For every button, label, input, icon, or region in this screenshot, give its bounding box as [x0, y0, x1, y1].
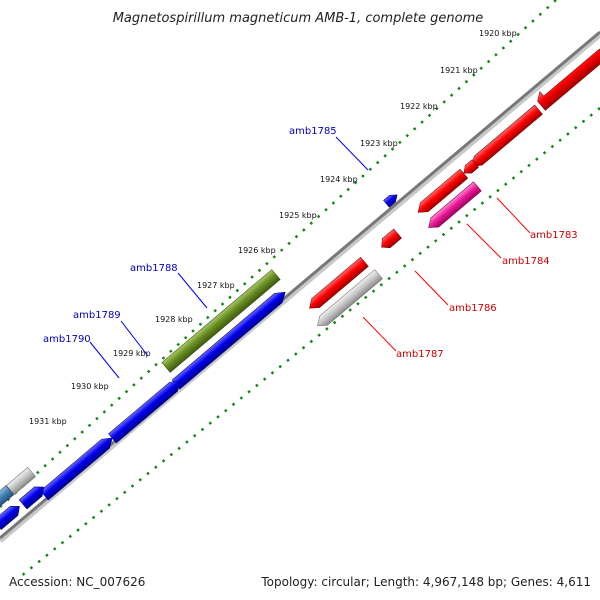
kbp-label: 1925 kbp — [279, 211, 317, 220]
kbp-label: 1926 kbp — [238, 246, 276, 255]
reverse-strand-genes — [306, 44, 600, 331]
gene-label-amb1784[interactable]: amb1784 — [502, 256, 550, 267]
callout-line — [120, 320, 149, 357]
gene-amb1788[interactable] — [161, 269, 281, 373]
callout-line — [177, 272, 208, 309]
callout-line — [414, 270, 449, 306]
gene-label-amb1788[interactable]: amb1788 — [130, 263, 178, 274]
callout-line — [362, 316, 397, 352]
gene-amb1785[interactable] — [383, 191, 401, 208]
kbp-label: 1922 kbp — [400, 102, 438, 111]
gene-forward-segment[interactable] — [6, 467, 36, 495]
gene-amb1787[interactable] — [314, 269, 383, 331]
gene-label-amb1785[interactable]: amb1785 — [289, 126, 337, 137]
kbp-label: 1927 kbp — [197, 281, 235, 290]
kbp-label: 1929 kbp — [113, 349, 151, 358]
gene-reverse-segment[interactable] — [414, 168, 469, 217]
kbp-label: 1921 kbp — [440, 66, 478, 75]
gene-amb1784[interactable] — [425, 181, 482, 232]
gene-amb1786-small[interactable] — [378, 228, 402, 252]
gene-amb1786[interactable] — [306, 256, 369, 313]
gene-forward-segment[interactable] — [40, 433, 117, 501]
gene-label-amb1790[interactable]: amb1790 — [43, 334, 91, 345]
kbp-label: 1923 kbp — [360, 139, 398, 148]
forward-strand-genes — [0, 191, 401, 530]
gene-forward-segment[interactable] — [18, 482, 47, 510]
inner-ruler-ticks — [19, 107, 600, 578]
genome-backbone-shadow — [0, 33, 600, 543]
gene-forward-segment[interactable] — [0, 485, 15, 507]
gene-forward-segment[interactable] — [0, 502, 23, 530]
gene-callouts: amb1785 amb1788 amb1789 amb1790 amb1783 … — [43, 126, 578, 379]
kbp-label: 1931 kbp — [29, 417, 67, 426]
genome-title: Magnetospirillum magneticum AMB-1, compl… — [113, 11, 484, 26]
gene-amb1783[interactable] — [468, 104, 543, 171]
kbp-label: 1930 kbp — [71, 382, 109, 391]
callout-line — [89, 341, 120, 379]
kbp-label: 1924 kbp — [320, 175, 358, 184]
gene-reverse-segment[interactable] — [534, 44, 600, 111]
kbp-label: 1920 kbp — [479, 29, 517, 38]
gene-label-amb1786[interactable]: amb1786 — [449, 303, 497, 314]
kbp-labels: 1920 kbp 1921 kbp 1922 kbp 1923 kbp 1924… — [29, 29, 517, 426]
accession-text: Accession: NC_007626 — [9, 575, 145, 589]
gene-label-amb1787[interactable]: amb1787 — [396, 349, 444, 360]
gene-label-amb1783[interactable]: amb1783 — [530, 230, 578, 241]
callout-line — [335, 136, 369, 171]
callout-line — [496, 197, 531, 234]
genome-summary-text: Topology: circular; Length: 4,967,148 bp… — [260, 575, 591, 589]
outer-ruler-ticks — [0, 0, 557, 508]
callout-line — [466, 223, 502, 259]
gene-amb1790[interactable] — [108, 376, 185, 444]
gene-reverse-segment[interactable] — [461, 159, 479, 177]
gene-amb1789[interactable] — [171, 288, 289, 390]
gene-label-amb1789[interactable]: amb1789 — [73, 310, 121, 321]
kbp-label: 1928 kbp — [155, 315, 193, 324]
